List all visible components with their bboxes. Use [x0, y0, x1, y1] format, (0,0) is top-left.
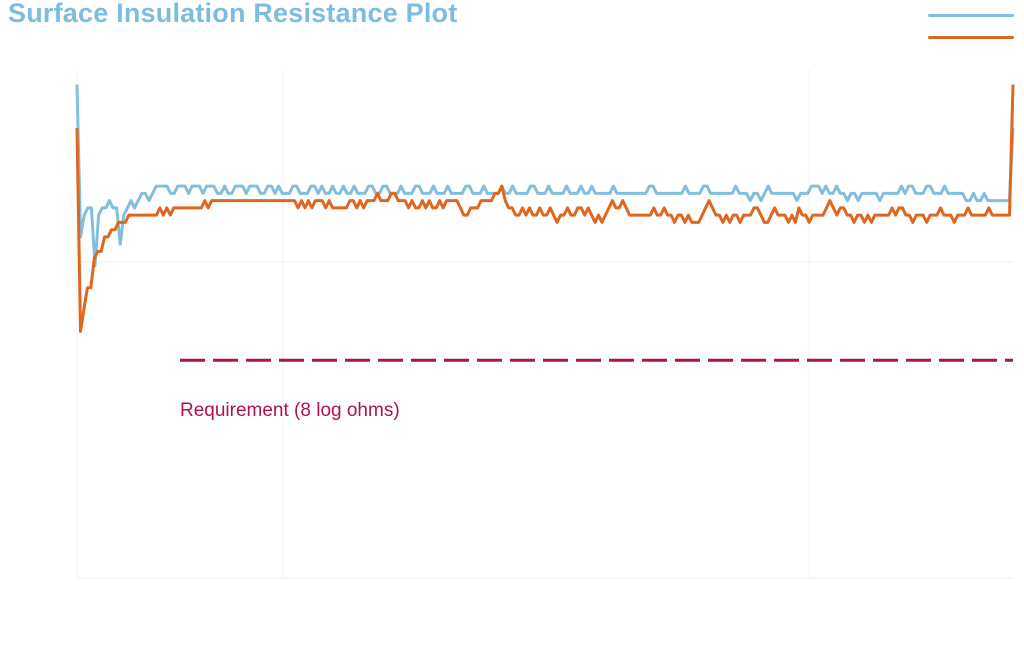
- legend-swatch-blue: [928, 14, 1014, 17]
- legend-item-orange: [924, 30, 1014, 52]
- legend-item-blue: [924, 8, 1014, 30]
- chart-grid: [76, 70, 1013, 579]
- series-line-orange: [75, 84, 1015, 333]
- legend: [924, 8, 1014, 52]
- series-line-blue: [75, 84, 1015, 268]
- requirement-label: Requirement (8 log ohms): [180, 400, 400, 421]
- legend-swatch-orange: [928, 36, 1014, 39]
- chart-title: Surface Insulation Resistance Plot: [8, 0, 458, 28]
- chart-series: [75, 84, 1015, 333]
